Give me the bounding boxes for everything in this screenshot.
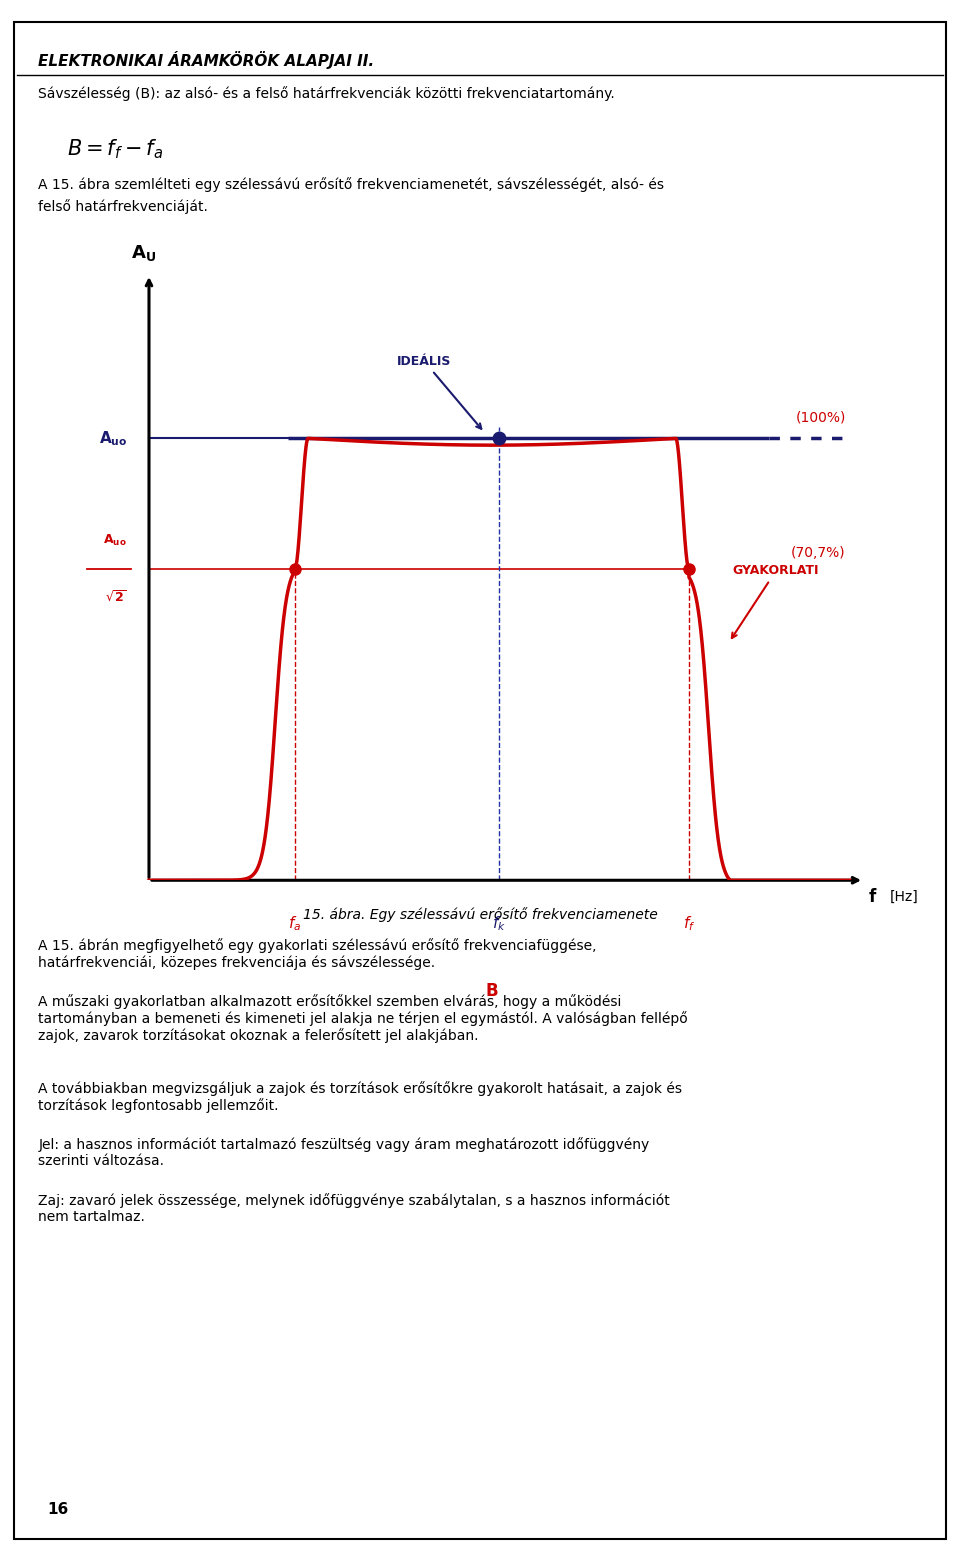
Text: $f_k$: $f_k$	[492, 915, 506, 933]
Text: $\mathbf{\sqrt{2}}$: $\mathbf{\sqrt{2}}$	[106, 589, 127, 605]
Text: [Hz]: [Hz]	[890, 890, 919, 904]
Text: (100%): (100%)	[796, 410, 846, 424]
Text: felső határfrekvenciáját.: felső határfrekvenciáját.	[38, 199, 208, 215]
Text: ELEKTRONIKAI ÁRAMKÖRÖK ALAPJAI II.: ELEKTRONIKAI ÁRAMKÖRÖK ALAPJAI II.	[38, 51, 374, 70]
Text: $\mathbf{f}$: $\mathbf{f}$	[868, 888, 877, 907]
Text: A 15. ábra szemlélteti egy szélessávú erősítő frekvenciamenetét, sávszélességét,: A 15. ábra szemlélteti egy szélessávú er…	[38, 178, 664, 193]
Text: 16: 16	[47, 1502, 68, 1517]
Text: (70,7%): (70,7%)	[791, 547, 846, 561]
Text: 15. ábra. Egy szélessávú erősítő frekvenciamenete: 15. ábra. Egy szélessávú erősítő frekven…	[302, 907, 658, 922]
Text: $f_f$: $f_f$	[683, 915, 695, 933]
Text: $\mathbf{B}$: $\mathbf{B}$	[485, 982, 498, 1000]
Text: $\mathbf{A_{uo}}$: $\mathbf{A_{uo}}$	[104, 533, 127, 548]
Text: IDEÁLIS: IDEÁLIS	[397, 355, 481, 428]
Text: Jel: a hasznos információt tartalmazó feszültség vagy áram meghatározott időfügg: Jel: a hasznos információt tartalmazó fe…	[38, 1137, 650, 1168]
Text: $\mathbf{A_{uo}}$: $\mathbf{A_{uo}}$	[99, 428, 127, 447]
Text: A 15. ábrán megfigyelhető egy gyakorlati szélessávú erősítő frekvenciafüggése,
h: A 15. ábrán megfigyelhető egy gyakorlati…	[38, 938, 597, 969]
Text: $f_a$: $f_a$	[288, 915, 301, 933]
Text: $\mathbf{A_U}$: $\mathbf{A_U}$	[131, 243, 156, 263]
Text: GYAKORLATI: GYAKORLATI	[732, 564, 819, 639]
Text: $B = f_f - f_a$: $B = f_f - f_a$	[67, 137, 163, 160]
Text: A műszaki gyakorlatban alkalmazott erősítőkkel szemben elvárás, hogy a működési
: A műszaki gyakorlatban alkalmazott erősí…	[38, 994, 688, 1044]
Text: Sávszélesség (B): az alsó- és a felső határfrekvenciák közötti frekvenciatartomá: Sávszélesség (B): az alsó- és a felső ha…	[38, 86, 615, 101]
Text: A továbbiakban megvizsgáljuk a zajok és torzítások erősítőkre gyakorolt hatásait: A továbbiakban megvizsgáljuk a zajok és …	[38, 1081, 683, 1114]
Text: Zaj: zavaró jelek összessége, melynek időfüggvénye szabálytalan, s a hasznos inf: Zaj: zavaró jelek összessége, melynek id…	[38, 1193, 670, 1225]
